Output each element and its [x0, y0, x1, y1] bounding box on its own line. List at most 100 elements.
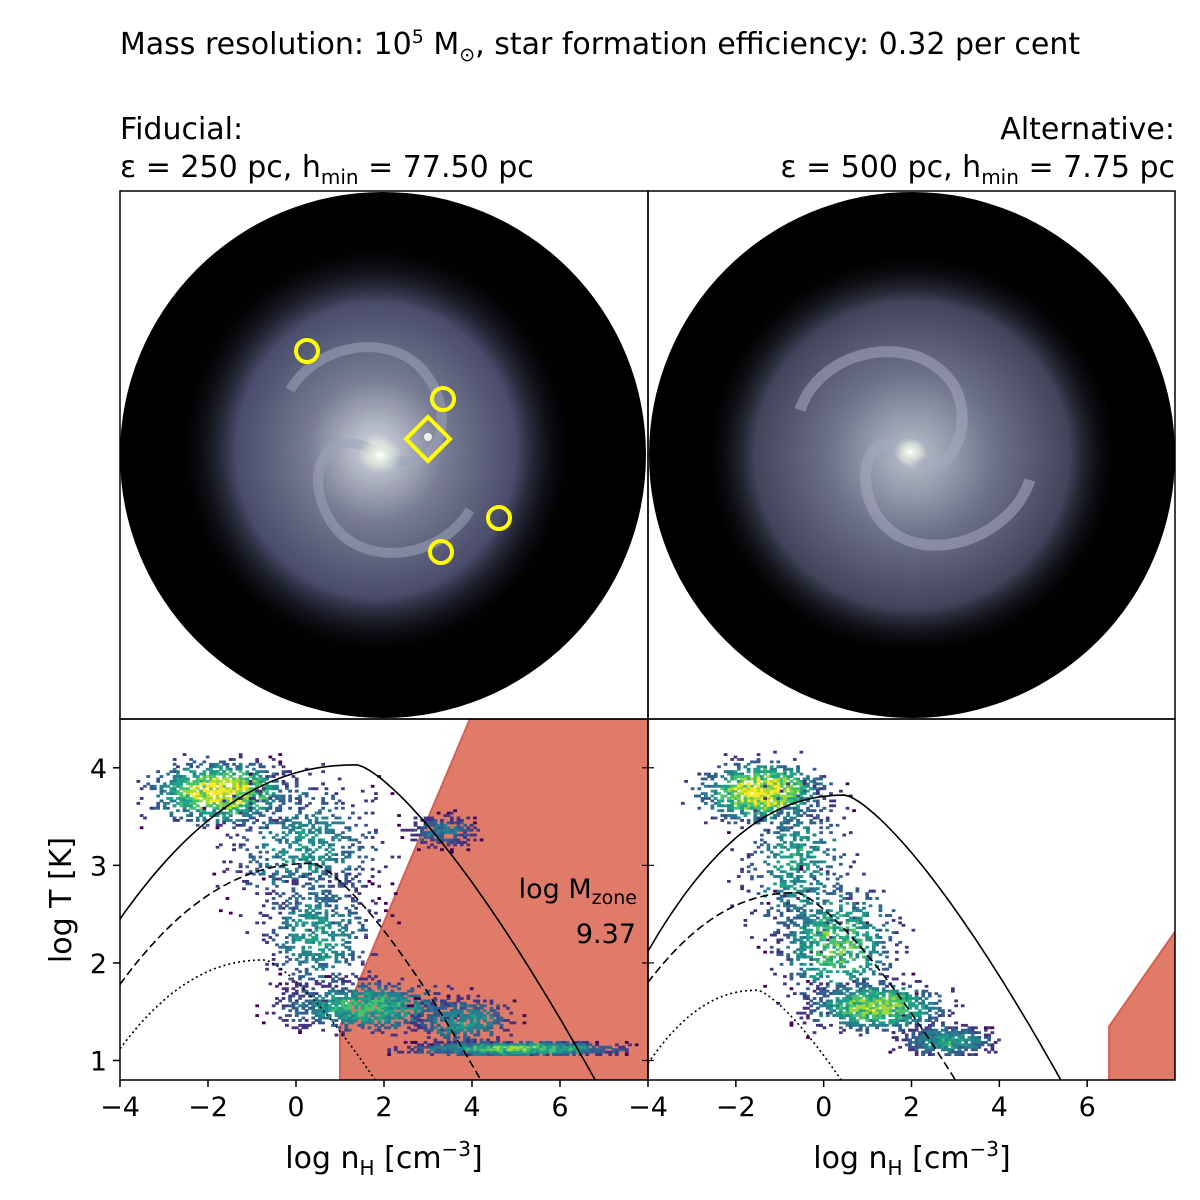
- heatmap-cell: [446, 1014, 451, 1017]
- heatmap-cell: [351, 1019, 355, 1022]
- heatmap-cell: [298, 994, 302, 998]
- heatmap-cell: [172, 777, 177, 781]
- heatmap-cell: [301, 836, 306, 839]
- heatmap-cell: [466, 833, 471, 837]
- heatmap-cell: [443, 1033, 448, 1037]
- heatmap-cell: [360, 982, 365, 986]
- heatmap-cell: [301, 936, 306, 939]
- heatmap-cell: [492, 1043, 497, 1047]
- heatmap-cell: [327, 992, 332, 996]
- heatmap-cell: [192, 794, 197, 798]
- heatmap-cell: [450, 1021, 454, 1025]
- heatmap-cell: [417, 997, 421, 1000]
- heatmap-cell: [347, 838, 352, 842]
- heatmap-cell: [483, 1009, 487, 1013]
- heatmap-cell: [252, 821, 256, 825]
- heatmap-cell: [410, 1014, 415, 1017]
- heatmap-cell: [324, 865, 329, 869]
- heatmap-cell: [321, 782, 325, 786]
- heatmap-cell: [294, 784, 299, 788]
- heatmap-cell: [331, 821, 335, 825]
- heatmap-cell: [281, 765, 286, 769]
- heatmap-cell: [311, 931, 316, 935]
- heatmap-cell: [308, 916, 312, 920]
- heatmap-cell: [324, 999, 329, 1003]
- heatmap-cell: [783, 799, 787, 803]
- heatmap-cell: [433, 845, 438, 849]
- heatmap-cell: [370, 1004, 375, 1008]
- heatmap-cell: [489, 1040, 494, 1044]
- heatmap-cell: [453, 809, 457, 813]
- heatmap-cell: [397, 999, 401, 1003]
- heatmap-cell: [255, 784, 259, 788]
- heatmap-cell: [542, 1045, 547, 1049]
- heatmap-cell: [367, 909, 372, 913]
- heatmap-cell: [321, 821, 325, 825]
- heatmap-cell: [555, 1050, 560, 1054]
- heatmap-cell: [545, 1050, 550, 1054]
- heatmap-cell: [258, 806, 263, 810]
- heatmap-cell: [294, 838, 299, 842]
- heatmap-cell: [542, 1048, 547, 1052]
- heatmap-cell: [347, 855, 352, 859]
- heatmap-cell: [423, 1001, 428, 1005]
- heatmap-cell: [252, 777, 256, 781]
- heatmap-cell: [456, 1050, 461, 1054]
- heatmap-cell: [423, 1040, 428, 1044]
- heatmap-cell: [367, 1026, 372, 1030]
- heatmap-cell: [370, 994, 375, 998]
- heatmap-cell: [186, 777, 190, 781]
- heatmap-cell: [182, 779, 187, 783]
- heatmap-cell: [496, 1011, 500, 1015]
- heatmap-cell: [393, 1001, 398, 1005]
- heatmap-cell: [301, 1004, 306, 1008]
- heatmap-cell: [318, 916, 322, 920]
- heatmap-cell: [370, 999, 375, 1003]
- heatmap-cell: [347, 1006, 352, 1010]
- heatmap-cell: [321, 799, 325, 803]
- heatmap-cell: [252, 772, 256, 776]
- heatmap-cell: [417, 1006, 421, 1010]
- heatmap-cell: [205, 789, 210, 793]
- heatmap-cell: [393, 1011, 398, 1015]
- heatmap-cell: [308, 828, 312, 832]
- heatmap-cell: [232, 826, 236, 830]
- heatmap-cell: [549, 1048, 553, 1052]
- heatmap-cell: [186, 814, 190, 817]
- heatmap-cell: [347, 1016, 352, 1020]
- heatmap-cell: [258, 831, 263, 835]
- heatmap-cell: [308, 877, 312, 881]
- heatmap-cell: [370, 1009, 375, 1013]
- heatmap-cell: [285, 923, 289, 927]
- heatmap-cell: [443, 814, 448, 817]
- heatmap-cell: [314, 1009, 319, 1013]
- heatmap-cell: [476, 1028, 481, 1032]
- heatmap-cell: [331, 909, 335, 913]
- heatmap-cell: [351, 931, 355, 935]
- heatmap-cell: [255, 1004, 259, 1008]
- heatmap-cell: [242, 804, 246, 808]
- heatmap-cell: [473, 833, 477, 837]
- heatmap-cell: [261, 914, 266, 917]
- heatmap-cell: [552, 1048, 556, 1052]
- heatmap-cell: [397, 987, 401, 991]
- heatmap-cell: [413, 1019, 418, 1022]
- heatmap-cell: [390, 984, 395, 988]
- heatmap-cell: [219, 797, 223, 800]
- heatmap-cell: [575, 1040, 580, 1044]
- heatmap-cell: [192, 797, 197, 800]
- heatmap-cell: [298, 799, 302, 803]
- dashed-curve: [120, 862, 482, 1080]
- heatmap-cell: [598, 1048, 603, 1052]
- heatmap-cell: [499, 1045, 504, 1049]
- heatmap-cell: [258, 789, 263, 793]
- heatmap-cell: [176, 801, 180, 805]
- heatmap-cell: [433, 1050, 438, 1054]
- heatmap-cell: [261, 765, 266, 769]
- heatmap-cell: [311, 1021, 316, 1025]
- heatmap-cell: [209, 799, 213, 803]
- heatmap-cell: [324, 1004, 329, 1008]
- heatmap-cell: [321, 899, 325, 903]
- heatmap-cell: [308, 848, 312, 852]
- heatmap-cell: [585, 1040, 589, 1044]
